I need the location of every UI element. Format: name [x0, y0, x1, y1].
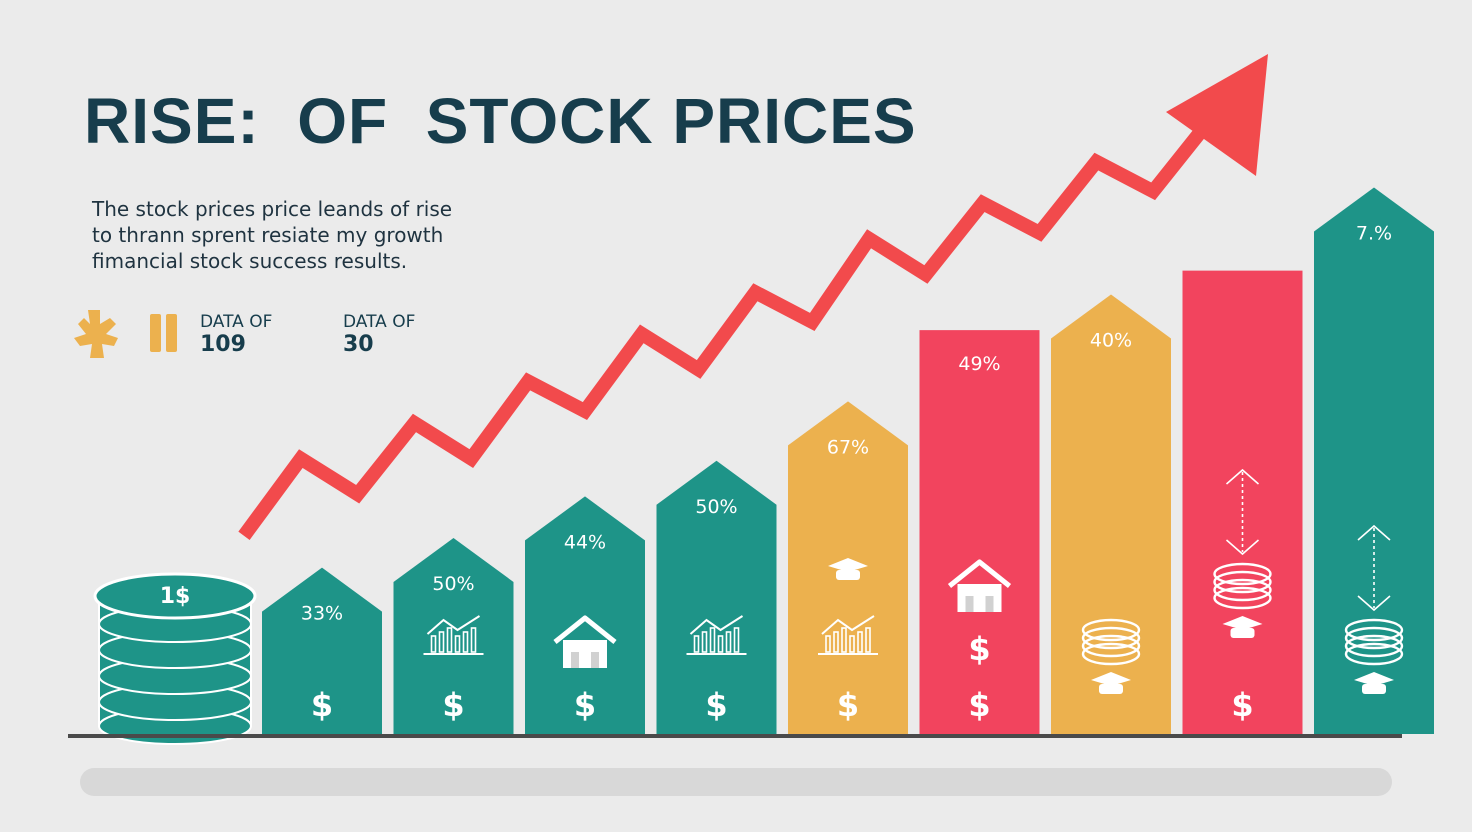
trend-layer [238, 54, 1268, 540]
dollar-icon: $ [574, 686, 596, 724]
bar-group: 44% $ [525, 496, 645, 734]
subtitle-line: fimancial stock success results. [92, 249, 408, 273]
dollar-icon: $ [442, 686, 464, 724]
footer-bar [80, 768, 1392, 796]
arrow-icon [1357, 524, 1391, 612]
subtitle-line: to thrann sprent resiate my growth [92, 223, 444, 247]
dollar-icon: $ [837, 686, 859, 724]
dollar-icon: $ [1231, 686, 1253, 724]
bar-chart-icon [686, 615, 747, 655]
bar [1051, 294, 1171, 734]
data-label: 7.% [1356, 223, 1392, 245]
stat-label: DATA OF [200, 312, 273, 332]
dollar-icon: $ [311, 686, 333, 724]
trend-line [238, 115, 1216, 540]
subtitle-line: The stock prices price leands of rise [92, 197, 453, 221]
coin-stack-icon [1081, 618, 1141, 666]
page-title: RISE: OF STOCK PRICES [84, 85, 917, 157]
cap-icon [828, 558, 868, 580]
arrow-icon [1225, 468, 1260, 556]
page-subtitle: The stock prices price leands of rise to… [92, 196, 512, 274]
data-label: 40% [1090, 329, 1132, 351]
cap-icon [1354, 672, 1394, 694]
bar [919, 330, 1040, 734]
coins-icon [150, 314, 177, 352]
svg-text:$: $ [574, 686, 596, 724]
stat-block: DATA OF 30 [343, 312, 415, 357]
bar-chart-icon [423, 615, 484, 655]
bar-group: 40% [1051, 294, 1171, 734]
coin-stack: 1$ [93, 572, 257, 745]
stat-block: DATA OF 109 [200, 312, 272, 357]
data-label: 49% [958, 353, 1000, 375]
stat-value: 109 [200, 332, 246, 357]
bar [656, 460, 777, 734]
dollar-icon: $ [968, 686, 990, 724]
coin-stack-icon [1344, 618, 1404, 666]
data-label: 50% [432, 573, 474, 595]
bar-group: 33% $ [262, 567, 382, 734]
bar-group: 7.% [1314, 187, 1434, 734]
bars-layer: 33% $50% $44% $50% $67% $49% $ $40% $7.% [262, 187, 1434, 734]
svg-text:$: $ [311, 686, 333, 724]
bar-group: 49% $ $ [919, 330, 1040, 734]
bar [1314, 187, 1434, 734]
stat-label: DATA OF [343, 312, 416, 332]
bar-group: 50% $ [656, 460, 777, 734]
svg-text:$: $ [705, 686, 727, 724]
svg-text:$: $ [442, 686, 464, 724]
data-label: 33% [301, 603, 343, 625]
hand-icon [74, 310, 118, 358]
bar [393, 537, 514, 734]
dollar-icon: $ [968, 630, 990, 668]
trend-arrowhead [1166, 54, 1268, 176]
svg-text:$: $ [837, 686, 859, 724]
bar [525, 496, 645, 734]
house-icon [947, 559, 1012, 612]
coin-label: 1$ [160, 584, 191, 609]
data-label: 67% [827, 436, 869, 458]
bar-group: $ [1182, 270, 1303, 734]
house-icon [553, 615, 617, 668]
svg-text:$: $ [1231, 686, 1253, 724]
bar-chart-icon [818, 615, 878, 655]
data-label: 44% [564, 531, 606, 553]
cap-icon [1091, 672, 1131, 694]
stat-value: 30 [343, 332, 374, 357]
coin-stack-icon [1213, 562, 1272, 610]
bar-group: 67% $ [788, 401, 908, 734]
bar [262, 567, 382, 734]
svg-text:$: $ [968, 686, 990, 724]
svg-text:$: $ [968, 630, 990, 668]
dollar-icon: $ [705, 686, 727, 724]
data-label: 50% [695, 496, 737, 518]
cap-icon [1222, 616, 1263, 638]
bar-group: 50% $ [393, 537, 514, 734]
